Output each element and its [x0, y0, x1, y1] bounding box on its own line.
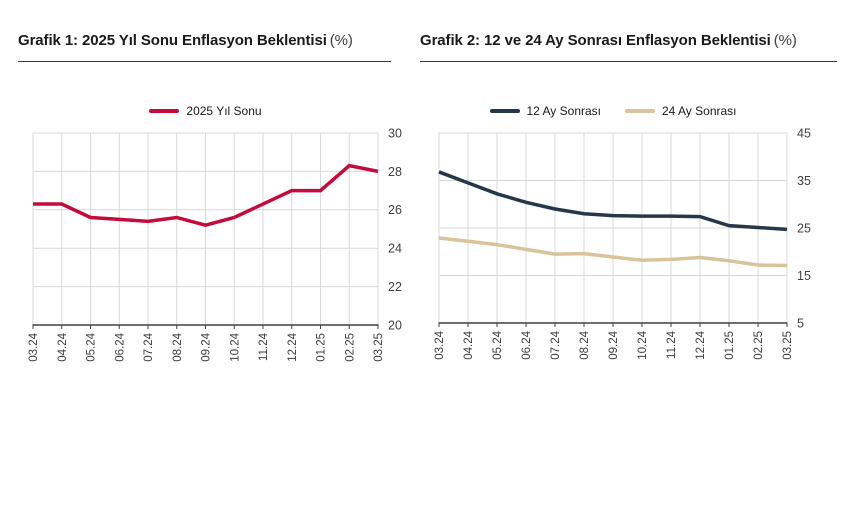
x-tick-label: 03.24 [28, 332, 40, 361]
x-tick-label: 04.24 [463, 330, 475, 359]
x-tick-label: 03.25 [373, 333, 385, 362]
chart2-legend: 12 Ay Sonrası 24 Ay Sonrası [439, 102, 787, 120]
x-tick-label: 03.24 [434, 330, 446, 359]
x-tick-label: 12.24 [695, 330, 707, 359]
legend-line-swatch [149, 109, 180, 113]
y-tick-label: 30 [388, 126, 402, 140]
chart2-unit-label: (%) [773, 32, 797, 49]
x-tick-label: 05.24 [86, 332, 98, 361]
legend-item: 2025 Yıl Sonu [149, 104, 262, 118]
x-tick-label: 04.24 [57, 332, 69, 361]
chart1-title-text: Grafik 1: 2025 Yıl Sonu Enflasyon Beklen… [18, 32, 327, 49]
x-tick-label: 05.24 [492, 330, 504, 359]
y-tick-label: 35 [797, 174, 811, 188]
y-tick-label: 24 [388, 242, 402, 256]
x-tick-label: 01.25 [724, 331, 736, 360]
chart-panel-grafik1: Grafik 1: 2025 Yıl Sonu Enflasyon Beklen… [18, 0, 414, 400]
y-tick-label: 26 [388, 203, 402, 217]
legend-line-swatch [489, 109, 520, 113]
y-tick-label: 25 [797, 221, 811, 235]
legend-item: 12 Ay Sonrası [489, 104, 602, 118]
legend-label: 12 Ay Sonrası [526, 104, 602, 118]
x-tick-label: 06.24 [114, 332, 126, 361]
x-tick-label: 09.24 [201, 332, 213, 361]
chart1-title-rule [18, 61, 391, 62]
chart1-title: Grafik 1: 2025 Yıl Sonu Enflasyon Beklen… [18, 30, 414, 52]
y-tick-label: 5 [797, 316, 804, 330]
series-line-2025-y-l-sonu [33, 163, 379, 227]
x-tick-label: 08.24 [579, 330, 591, 359]
x-tick-label: 08.24 [172, 332, 184, 361]
x-tick-label: 12.24 [287, 332, 299, 361]
x-tick-label: 07.24 [550, 330, 562, 359]
y-tick-label: 15 [797, 269, 811, 283]
series-line-12-ay-sonras- [438, 170, 788, 232]
series-line-24-ay-sonras- [438, 236, 788, 268]
x-tick-label: 11.24 [666, 330, 678, 359]
chart-panel-grafik2: Grafik 2: 12 ve 24 Ay Sonrası Enflasyon … [420, 0, 838, 400]
x-tick-label: 09.24 [608, 330, 620, 359]
x-tick-label: 03.25 [782, 331, 794, 360]
legend-line-swatch [625, 109, 655, 113]
y-tick-label: 20 [388, 318, 402, 332]
x-tick-label: 10.24 [229, 332, 241, 361]
chart2-title: Grafik 2: 12 ve 24 Ay Sonrası Enflasyon … [420, 30, 838, 52]
x-tick-label: 11.24 [258, 332, 270, 361]
x-tick-label: 01.25 [316, 333, 328, 362]
y-tick-label: 45 [797, 126, 811, 140]
legend-label: 2025 Yıl Sonu [186, 104, 262, 118]
x-tick-label: 02.25 [344, 333, 356, 362]
y-tick-label: 28 [388, 165, 402, 179]
chart1-plot: 20 22 24 26 28 30 03.24 04.24 05.24 06.24 07.24 08.… [28, 126, 402, 362]
y-tick-label: 22 [388, 280, 402, 294]
x-tick-label: 07.24 [143, 332, 155, 361]
legend-item: 24 Ay Sonrası [625, 104, 737, 118]
chart2-title-text: Grafik 2: 12 ve 24 Ay Sonrası Enflasyon … [420, 32, 771, 49]
chart2-title-rule [420, 61, 837, 62]
chart1-unit-label: (%) [329, 32, 353, 49]
legend-label: 24 Ay Sonrası [662, 104, 737, 118]
x-tick-label: 10.24 [637, 330, 649, 359]
x-tick-label: 02.25 [753, 331, 765, 360]
chart2-plot: 5 15 25 35 45 03.24 04.24 05.24 06.24 07.24 08.24 0… [434, 126, 811, 360]
x-tick-label: 06.24 [521, 330, 533, 359]
chart1-legend: 2025 Yıl Sonu [33, 102, 378, 120]
